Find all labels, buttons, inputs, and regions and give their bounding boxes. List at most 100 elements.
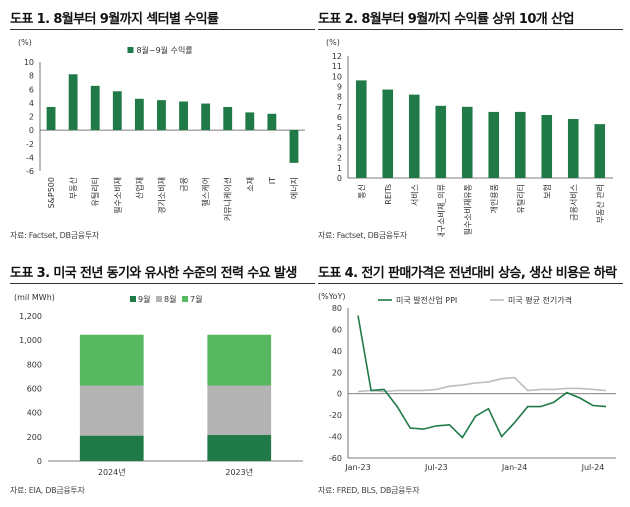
y-tick-label: 80 [332,304,342,313]
y-unit-label: (%) [18,38,32,47]
y-unit-label: (%) [326,38,340,47]
stacked-bar-segment [207,334,272,386]
bar [157,100,166,131]
bar [382,89,394,178]
x-tick-label: 2023년 [225,467,253,477]
y-tick-label: 3 [337,144,342,153]
y-tick-label: -4 [26,153,34,162]
bar [201,103,211,131]
bar [461,106,473,178]
y-tick-label: 0 [29,126,34,135]
y-tick-label: 20 [332,368,342,377]
panel-top-industries: 도표 2. 8월부터 9월까지 수익률 상위 10개 산업 (%) 0 1 2 3 4 5 6… [318,8,623,243]
y-tick-label: 40 [332,347,342,356]
y-tick-label: 60 [332,325,342,334]
x-tick-label: 커뮤니케이션 [223,177,233,221]
panel-title: 도표 3. 미국 전년 동기와 유사한 수준의 전력 수요 발생 [10,266,297,281]
x-tick-label: 에너지 [289,177,299,199]
bar [567,119,579,178]
legend-label: 8월~9월 수익률 [136,45,192,55]
bar [355,80,367,178]
y-tick-label: -20 [329,411,342,420]
y-tick-label: 10 [332,72,342,81]
bar [68,74,78,131]
y-tick-label: 2 [29,113,34,122]
sector-returns-chart: (%) -6 -4 -2 0 2 4 6 8 10 S&P500 부동산 유틸리티 필수소비재 산업재 경기소… [18,38,305,221]
legend-swatch [127,47,134,53]
bar [267,113,277,131]
x-tick-label: Jan-24 [501,463,527,472]
electricity-prices-chart: (%YoY) -60 -40 -20 0 20 40 60 80 Jan-23 Jul-23 Jan-… [318,292,616,472]
bar [435,105,447,178]
legend-label: 9월 [138,294,150,304]
y-tick-label: 0 [37,457,42,466]
x-tick-label: 통신 [357,184,366,199]
bar [594,124,606,178]
x-tick-label: 유틸리티 [90,177,100,206]
x-tick-label: 개인용품 [489,184,499,213]
bar [179,101,188,131]
legend-label: 미국 평균 전기가격 [508,295,572,305]
y-tick-label: 8 [337,93,342,102]
y-tick-label: 10 [24,58,34,67]
stacked-bar-segment [79,435,144,461]
bar [488,111,500,178]
y-tick-label: 4 [337,133,342,142]
panel-power-demand: 도표 3. 미국 전년 동기와 유사한 수준의 전력 수요 발생 (mil MW… [10,262,315,502]
y-tick-label: 6 [29,85,34,94]
y-tick-label: 4 [29,99,34,108]
x-tick-label: 내구소비재_의류 [436,184,446,237]
source-note: 자료: FRED, BLS, DB금융투자 [318,486,420,495]
y-tick-label: 2 [337,154,342,163]
y-tick-label: 200 [27,433,42,442]
bar [90,85,100,131]
legend-label: 8월 [164,294,176,304]
x-tick-label: Jan-23 [344,463,370,472]
x-tick-label: 산업재 [134,177,144,199]
y-tick-label: -6 [26,167,34,176]
y-tick-label: 600 [27,385,42,394]
y-tick-label: 9 [337,83,342,92]
power-demand-chart: (mil MWh) 0 200 400 600 800 1,000 1,200 2024년 202… [14,293,303,477]
series-line [357,315,607,439]
y-tick-label: -60 [329,454,342,463]
y-tick-label: 1,200 [19,312,42,321]
x-tick-label: 소재 [246,177,255,192]
panel-title: 도표 1. 8월부터 9월까지 섹터별 수익률 [10,12,219,27]
panel-electricity-prices: 도표 4. 전기 판매가격은 전년대비 상승, 생산 비용은 하락 (%YoY)… [318,262,623,502]
source-note: 자료: EIA, DB금융투자 [10,486,85,495]
y-tick-label: 1 [337,164,342,173]
x-tick-label: 금융서비스 [569,184,578,221]
x-tick-label: S&P500 [47,177,56,208]
stacked-bar-segment [207,435,272,461]
stacked-bar-segment [207,385,272,436]
x-tick-label: IT [268,177,277,184]
y-tick-label: 12 [332,52,342,61]
y-tick-label: 0 [337,390,342,399]
legend-label: 미국 발전산업 PPI [396,295,457,305]
x-tick-label: 필수소비재유통 [462,184,472,236]
x-tick-label: 부동산 [68,176,78,199]
y-unit-label: (mil MWh) [14,293,55,302]
legend-swatch [130,296,136,302]
y-tick-label: 7 [337,103,342,112]
x-tick-label: Jul-23 [424,463,448,472]
y-tick-label: 8 [29,72,34,81]
title-divider [10,283,315,284]
y-tick-label: 6 [337,113,342,122]
x-tick-label: REITs [384,184,393,205]
panel-title: 도표 2. 8월부터 9월까지 수익률 상위 10개 산업 [318,12,574,27]
x-tick-label: 필수소비재 [112,177,122,214]
y-tick-label: -2 [26,140,34,149]
bar [46,106,56,131]
stacked-bar-segment [79,385,144,436]
x-tick-label: 유틸리티 [515,184,525,213]
series-line [357,376,607,393]
legend-swatch [156,296,162,302]
y-tick-label: 400 [27,409,42,418]
x-tick-label: 2024년 [98,467,126,477]
x-tick-label: 부동산 관리 [595,184,605,223]
legend-label: 7월 [190,294,202,304]
x-tick-label: 보험 [543,184,552,199]
